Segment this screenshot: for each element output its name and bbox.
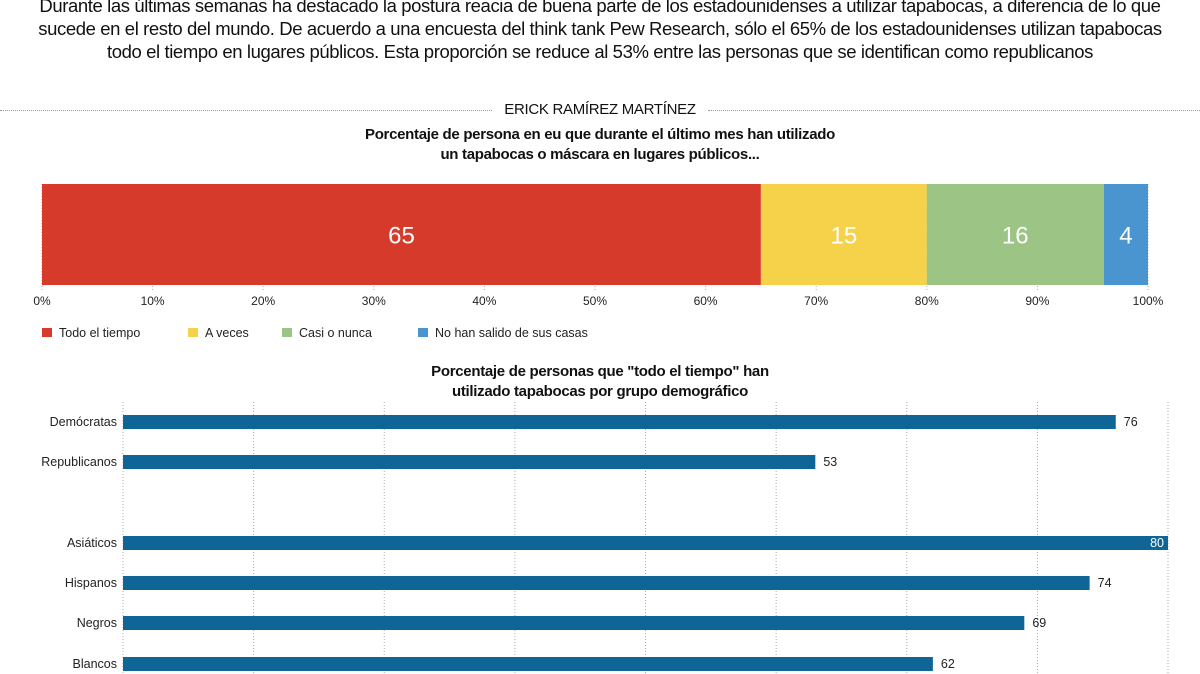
byline-divider-left [0,110,492,111]
bar-value-label: 69 [1032,616,1046,630]
category-label: Asiáticos [67,536,117,550]
bar-segment [1103,184,1148,285]
legend-swatch [188,328,198,337]
chart1-title-line1: Porcentaje de persona en eu que durante … [364,126,835,143]
bar-segment [926,184,1104,285]
bar-segment [42,184,761,285]
x-tick-label: 80% [915,294,939,308]
x-tick-label: 60% [694,294,718,308]
bar [123,657,933,671]
x-tick-label: 30% [362,294,386,308]
bar-segment [760,184,927,285]
bar [123,536,1168,550]
x-tick-label: 10% [141,294,165,308]
x-tick-label: 100% [1133,294,1164,308]
x-tick-label: 0% [33,294,51,308]
legend-swatch [418,328,428,337]
x-tick-label: 40% [472,294,496,308]
chart2-title: Porcentaje de personas que "todo el tiem… [0,362,1200,402]
chart2-title-line1: Porcentaje de personas que "todo el tiem… [431,363,769,380]
chart2-title-line2: utilizado tapabocas por grupo demográfic… [451,383,749,400]
byline: ERICK RAMÍREZ MARTÍNEZ [504,101,696,118]
bar-value-label: 15 [830,222,857,249]
legend-label: Todo el tiempo [59,326,140,340]
category-label: Blancos [73,657,117,671]
bar [123,616,1025,630]
category-label: Republicanos [41,455,117,469]
legend-label: Casi o nunca [299,326,372,340]
legend-label: A veces [205,326,249,340]
bar-value-label: 76 [1124,415,1138,429]
legend-swatch [42,328,52,337]
bar-value-label: 65 [388,222,415,249]
x-tick-label: 50% [583,294,607,308]
legend-swatch [282,328,292,337]
intro-paragraph: Durante las últimas semanas ha destacado… [38,0,1162,62]
bar [123,415,1116,429]
legend-label: No han salido de sus casas [435,326,588,340]
bar [123,576,1090,590]
bar-value-label: 74 [1098,576,1112,590]
bar-value-label: 4 [1119,222,1132,249]
byline-divider-right [708,110,1200,111]
category-label: Hispanos [65,576,117,590]
chart1-title-line2: un tapabocas o máscara en lugares públic… [440,146,760,163]
category-label: Demócratas [50,415,117,429]
category-label: Negros [77,616,117,630]
bar-value-label: 80 [1150,536,1164,550]
x-tick-label: 20% [251,294,275,308]
chart1-title: Porcentaje de persona en eu que durante … [0,125,1200,165]
x-tick-label: 90% [1025,294,1049,308]
bar-value-label: 62 [941,657,955,671]
bar-value-label: 16 [1002,222,1029,249]
bar [123,455,816,469]
x-tick-label: 70% [804,294,828,308]
bar-value-label: 53 [823,455,837,469]
